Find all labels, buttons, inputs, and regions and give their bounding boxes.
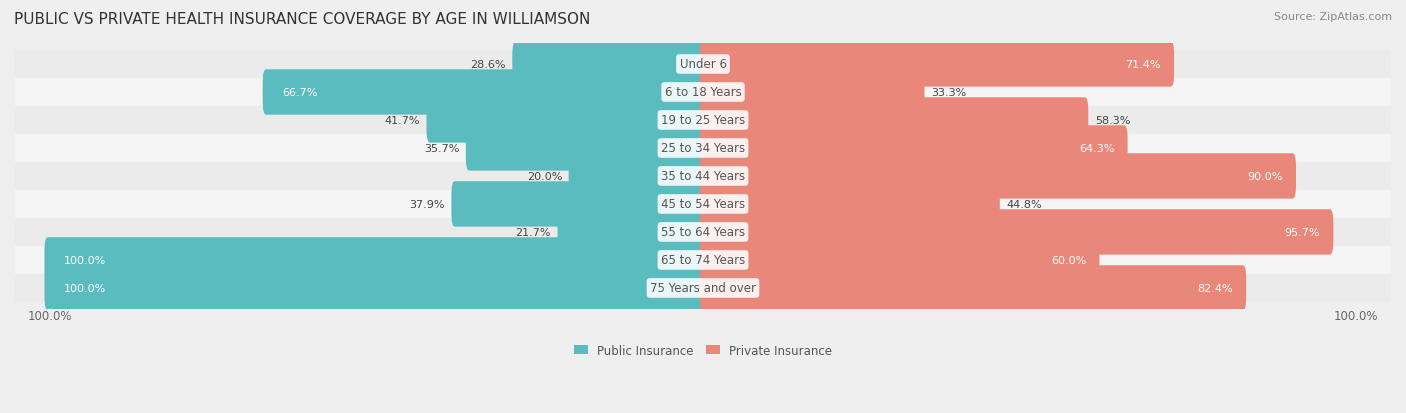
Text: 25 to 34 Years: 25 to 34 Years: [661, 142, 745, 155]
Text: 55 to 64 Years: 55 to 64 Years: [661, 226, 745, 239]
Text: 100.0%: 100.0%: [28, 309, 73, 322]
FancyBboxPatch shape: [45, 238, 706, 283]
Text: 95.7%: 95.7%: [1285, 228, 1320, 237]
FancyBboxPatch shape: [45, 266, 706, 311]
Text: 33.3%: 33.3%: [931, 88, 966, 98]
Text: 100.0%: 100.0%: [65, 255, 107, 265]
Text: 100.0%: 100.0%: [65, 283, 107, 293]
Text: 6 to 18 Years: 6 to 18 Years: [665, 86, 741, 99]
FancyBboxPatch shape: [15, 190, 1391, 218]
Text: 41.7%: 41.7%: [384, 116, 420, 126]
FancyBboxPatch shape: [700, 98, 1088, 143]
Text: 28.6%: 28.6%: [470, 60, 506, 70]
FancyBboxPatch shape: [15, 51, 1391, 79]
Text: 100.0%: 100.0%: [1333, 309, 1378, 322]
FancyBboxPatch shape: [512, 42, 706, 88]
FancyBboxPatch shape: [700, 126, 1128, 171]
FancyBboxPatch shape: [15, 135, 1391, 163]
FancyBboxPatch shape: [558, 210, 706, 255]
Text: 60.0%: 60.0%: [1052, 255, 1087, 265]
FancyBboxPatch shape: [15, 79, 1391, 107]
FancyBboxPatch shape: [465, 126, 706, 171]
FancyBboxPatch shape: [15, 246, 1391, 274]
FancyBboxPatch shape: [700, 182, 1000, 227]
FancyBboxPatch shape: [15, 274, 1391, 302]
Legend: Public Insurance, Private Insurance: Public Insurance, Private Insurance: [569, 339, 837, 362]
Text: 58.3%: 58.3%: [1095, 116, 1130, 126]
Text: Source: ZipAtlas.com: Source: ZipAtlas.com: [1274, 12, 1392, 22]
FancyBboxPatch shape: [700, 70, 925, 115]
Text: 75 Years and over: 75 Years and over: [650, 282, 756, 295]
Text: 82.4%: 82.4%: [1198, 283, 1233, 293]
Text: Under 6: Under 6: [679, 58, 727, 71]
FancyBboxPatch shape: [15, 107, 1391, 135]
FancyBboxPatch shape: [568, 154, 706, 199]
FancyBboxPatch shape: [700, 266, 1246, 311]
Text: 64.3%: 64.3%: [1080, 144, 1115, 154]
Text: 35 to 44 Years: 35 to 44 Years: [661, 170, 745, 183]
Text: 66.7%: 66.7%: [283, 88, 318, 98]
FancyBboxPatch shape: [263, 70, 706, 115]
Text: PUBLIC VS PRIVATE HEALTH INSURANCE COVERAGE BY AGE IN WILLIAMSON: PUBLIC VS PRIVATE HEALTH INSURANCE COVER…: [14, 12, 591, 27]
Text: 71.4%: 71.4%: [1126, 60, 1161, 70]
FancyBboxPatch shape: [700, 210, 1333, 255]
FancyBboxPatch shape: [700, 154, 1296, 199]
Text: 20.0%: 20.0%: [527, 171, 562, 182]
Text: 35.7%: 35.7%: [423, 144, 460, 154]
FancyBboxPatch shape: [15, 163, 1391, 190]
FancyBboxPatch shape: [15, 218, 1391, 246]
Text: 44.8%: 44.8%: [1007, 199, 1042, 209]
Text: 45 to 54 Years: 45 to 54 Years: [661, 198, 745, 211]
FancyBboxPatch shape: [451, 182, 706, 227]
FancyBboxPatch shape: [700, 238, 1099, 283]
Text: 65 to 74 Years: 65 to 74 Years: [661, 254, 745, 267]
Text: 21.7%: 21.7%: [516, 228, 551, 237]
FancyBboxPatch shape: [700, 42, 1174, 88]
Text: 37.9%: 37.9%: [409, 199, 444, 209]
FancyBboxPatch shape: [426, 98, 706, 143]
Text: 90.0%: 90.0%: [1247, 171, 1282, 182]
Text: 19 to 25 Years: 19 to 25 Years: [661, 114, 745, 127]
